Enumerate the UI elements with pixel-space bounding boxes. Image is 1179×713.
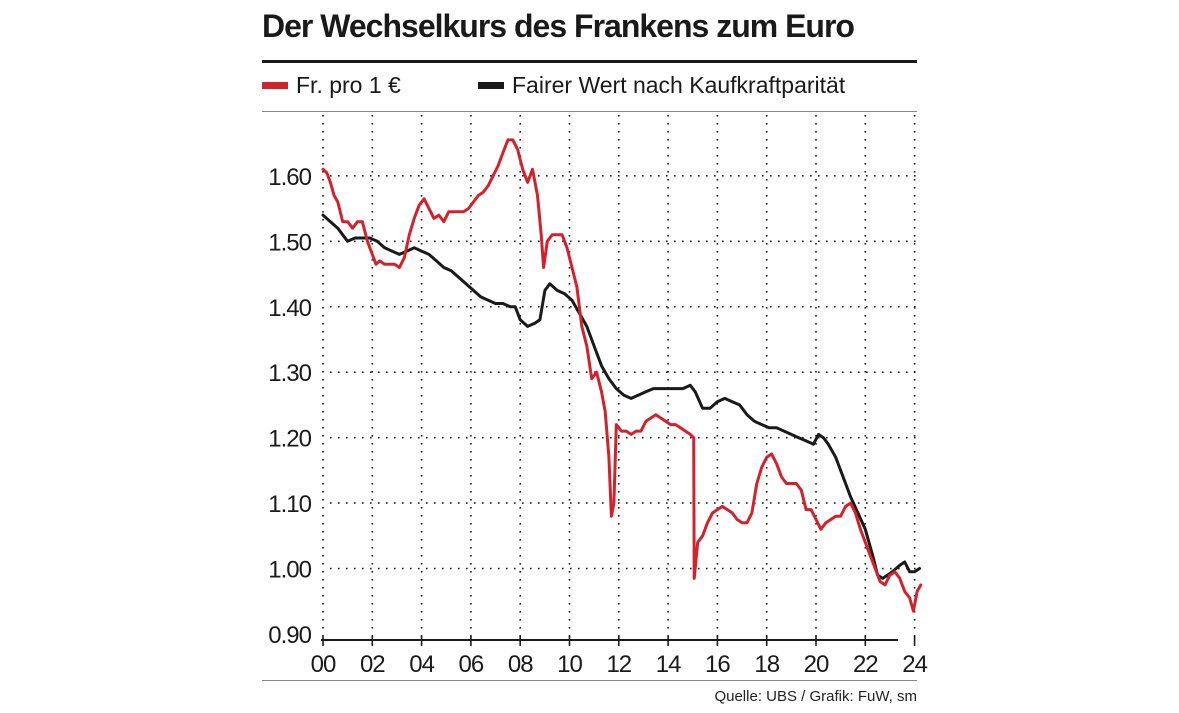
y-tick-label: 1.50 [268, 229, 311, 256]
x-tick-label: 24 [902, 651, 927, 678]
x-tick-label: 06 [459, 651, 484, 678]
source-note: Quelle: UBS / Grafik: FuW, sm [714, 688, 917, 705]
x-tick-label: 18 [754, 651, 779, 678]
legend-swatch-black [478, 82, 504, 89]
series-line-fair-value [321, 213, 921, 580]
legend-rule [262, 111, 917, 112]
legend-label: Fr. pro 1 € [296, 72, 401, 98]
x-tick-label: 10 [557, 651, 582, 678]
y-tick-label: 1.00 [268, 557, 311, 584]
y-tick-label: 0.90 [268, 622, 311, 649]
title-rule [262, 60, 917, 63]
x-tick-label: 02 [360, 651, 385, 678]
y-tick-label: 1.30 [268, 360, 311, 387]
y-tick-label: 1.40 [268, 295, 311, 322]
legend-swatch-red [262, 82, 288, 89]
x-tick-label: 20 [804, 651, 829, 678]
x-tick-label: 12 [606, 651, 631, 678]
x-tick-label: 16 [705, 651, 730, 678]
legend-label: Fairer Wert nach Kaufkraftparität [512, 72, 846, 98]
x-tick-label: 00 [311, 651, 336, 678]
footer-rule [262, 680, 917, 681]
x-tick-label: 14 [656, 651, 681, 678]
y-tick-label: 1.60 [268, 164, 311, 191]
x-tick-label: 04 [409, 651, 434, 678]
chart-title: Der Wechselkurs des Frankens zum Euro [262, 8, 855, 44]
legend-item-chf-per-eur: Fr. pro 1 € [262, 72, 401, 99]
legend-item-fair-value: Fairer Wert nach Kaufkraftparität [478, 72, 845, 99]
y-tick-label: 1.10 [268, 491, 311, 518]
x-tick-label: 08 [508, 651, 533, 678]
y-tick-label: 1.20 [268, 426, 311, 453]
series-line-chf-per-eur [321, 138, 923, 613]
legend: Fr. pro 1 € Fairer Wert nach Kaufkraftpa… [262, 72, 917, 102]
x-tick-label: 22 [853, 651, 878, 678]
